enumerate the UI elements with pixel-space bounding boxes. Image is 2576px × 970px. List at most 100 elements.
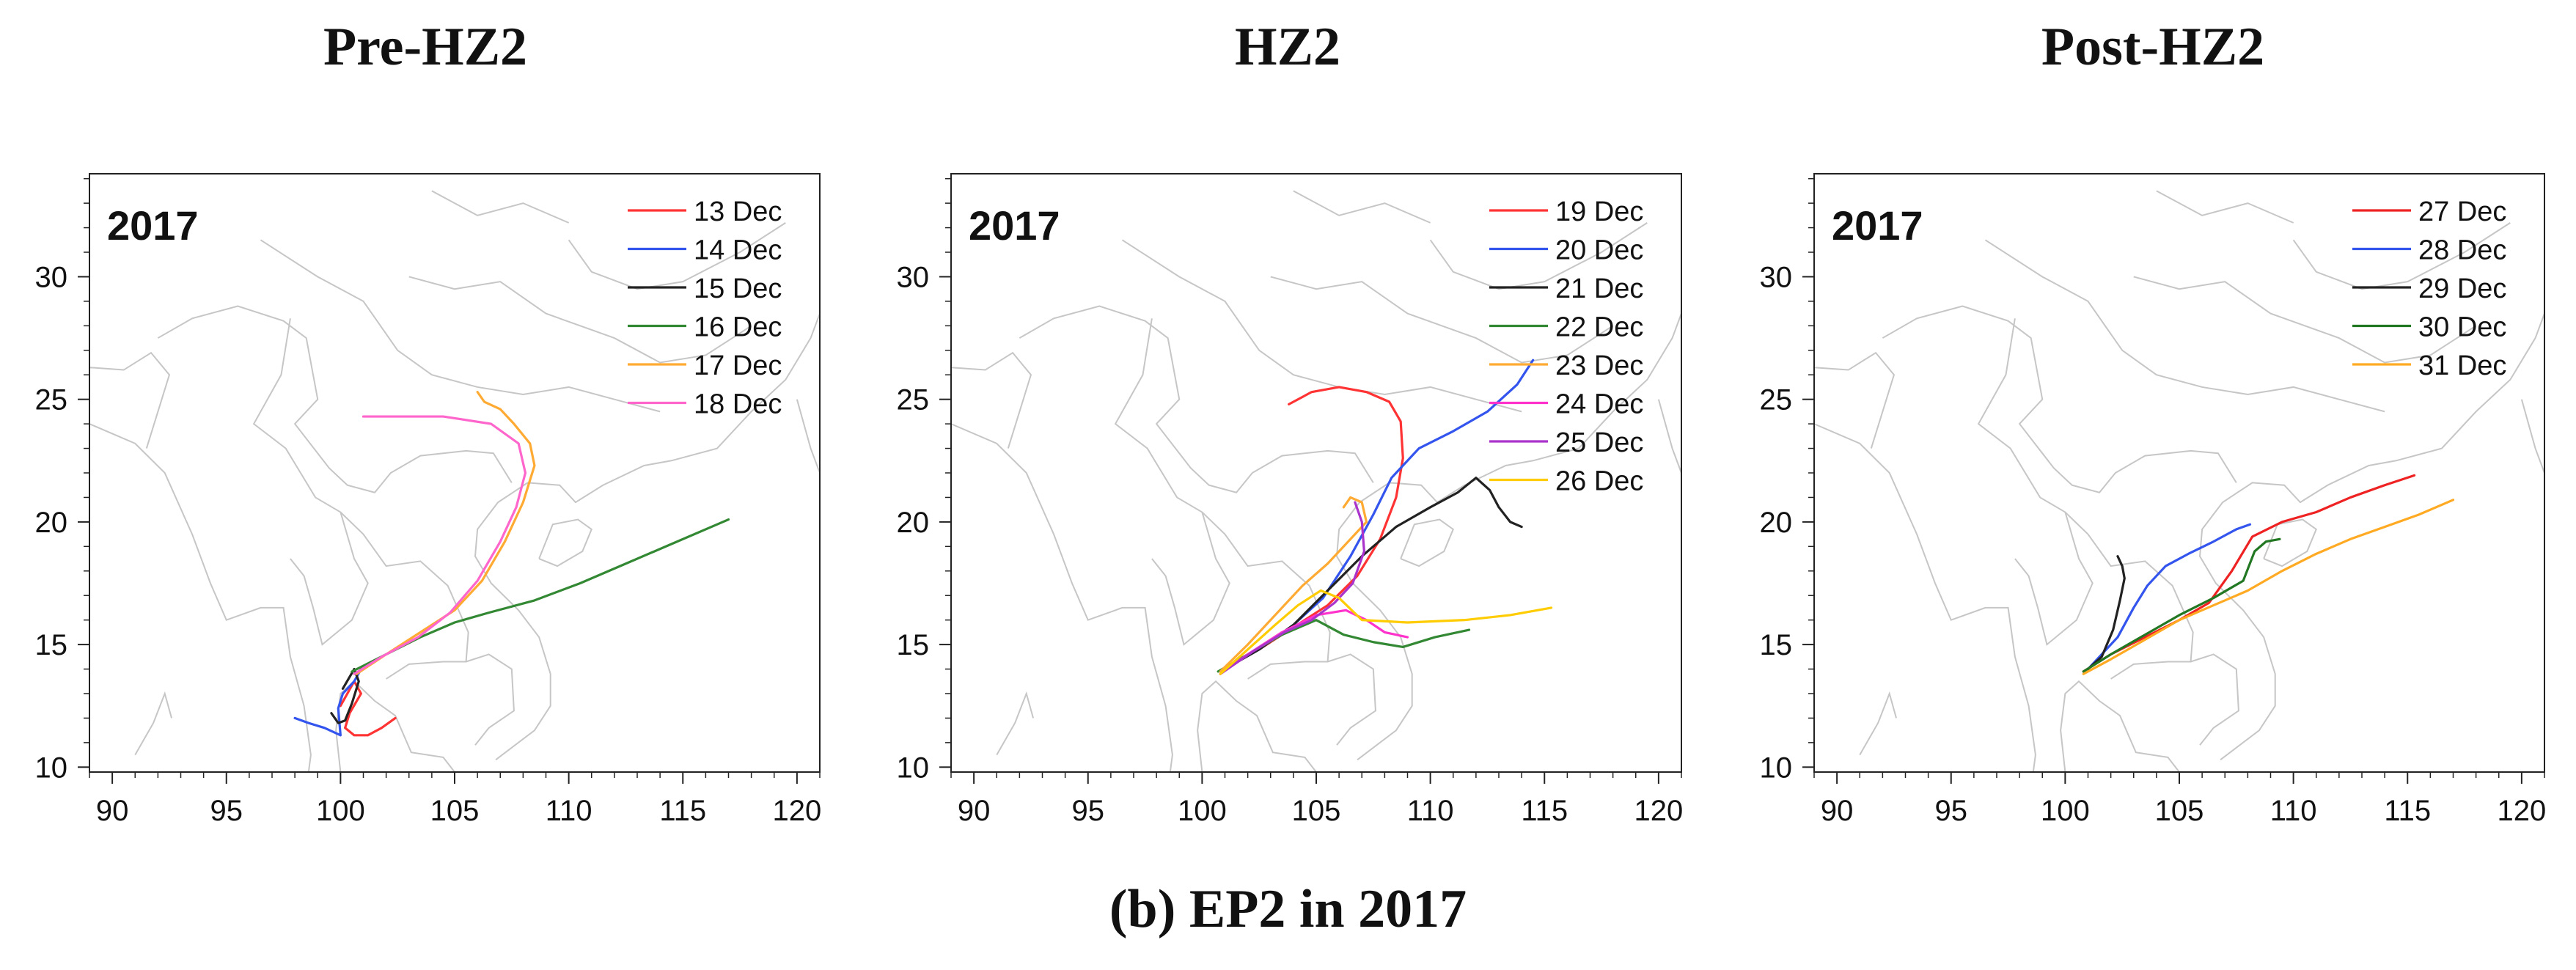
x-tick-label: 120 — [2498, 795, 2547, 827]
y-tick-label: 10 — [35, 752, 68, 784]
basemap-line — [1151, 512, 1230, 646]
trajectory-line — [1219, 496, 1368, 673]
legend-label: 16 Dec — [694, 312, 782, 343]
year-label: 2017 — [969, 202, 1060, 249]
basemap-line — [2133, 276, 2477, 364]
legend-label: 23 Dec — [1555, 350, 1643, 381]
basemap-outline — [1813, 190, 2545, 773]
x-tick-label: 95 — [1072, 795, 1105, 827]
panel-title-pre-hz2: Pre-HZ2 — [323, 17, 528, 77]
x-tick-label: 90 — [96, 795, 129, 827]
trajectory-line — [2082, 474, 2416, 673]
x-tick-label: 115 — [1521, 795, 1568, 827]
basemap-line — [1270, 276, 1614, 364]
chart-panel-hz2: 90 95 100 105 110 115 120 10 15 20 25 30 2017 19 Dec 2… — [862, 165, 1712, 847]
x-tick-label: 90 — [1821, 795, 1854, 827]
legend-label: 24 Dec — [1555, 389, 1643, 420]
legend-label: 25 Dec — [1555, 427, 1643, 458]
x-tick-label: 90 — [958, 795, 991, 827]
basemap-line — [1327, 653, 1376, 746]
x-tick-label: 105 — [2155, 795, 2204, 827]
legend-label: 15 Dec — [694, 273, 782, 304]
y-tick-label: 20 — [897, 507, 930, 539]
basemap-outline — [89, 190, 821, 773]
basemap-line — [1114, 318, 1331, 680]
basemap-line — [950, 423, 1173, 773]
trajectory-line — [1219, 477, 1523, 673]
legend-label: 21 Dec — [1555, 273, 1643, 304]
basemap-line — [2292, 222, 2511, 290]
x-tick-label: 95 — [210, 795, 243, 827]
trajectory-line — [2082, 499, 2455, 675]
basemap-line — [2198, 313, 2545, 761]
basemap-line — [1019, 305, 1374, 493]
basemap-line — [89, 351, 171, 449]
basemap-line — [796, 399, 821, 474]
y-tick-label: 30 — [35, 261, 68, 293]
y-tick-label: 25 — [897, 384, 930, 416]
basemap-line — [538, 518, 592, 567]
legend-label: 20 Dec — [1555, 235, 1643, 266]
trajectory-line — [1217, 619, 1471, 673]
legend-label: 18 Dec — [694, 389, 782, 420]
basemap-line — [2156, 190, 2294, 224]
trajectory-line — [2082, 537, 2281, 673]
basemap-line — [1813, 351, 1896, 449]
basemap-outline — [950, 190, 1682, 773]
y-tick-label: 25 — [35, 384, 68, 416]
basemap-line — [260, 239, 661, 413]
x-tick-label: 120 — [773, 795, 822, 827]
x-tick-label: 115 — [659, 795, 706, 827]
basemap-line — [157, 305, 513, 493]
basemap-line — [1197, 680, 1317, 773]
basemap-line — [466, 653, 515, 746]
basemap-line — [950, 351, 1032, 449]
panel-title-hz2: HZ2 — [1235, 17, 1340, 77]
legend-label: 19 Dec — [1555, 196, 1643, 227]
basemap-line — [408, 276, 752, 364]
x-tick-label: 110 — [2270, 795, 2317, 827]
basemap-line — [568, 222, 786, 290]
x-tick-label: 100 — [2041, 795, 2090, 827]
basemap-line — [474, 313, 821, 761]
basemap-line — [1859, 691, 1898, 756]
basemap-line — [2014, 512, 2094, 646]
basemap-line — [1121, 239, 1522, 413]
basemap-line — [2190, 653, 2239, 746]
x-tick-label: 95 — [1935, 795, 1968, 827]
legend: 27 Dec 28 Dec 29 Dec 30 Dec 31 Dec — [2352, 196, 2506, 381]
legend-label: 30 Dec — [2418, 312, 2506, 343]
x-tick-label: 110 — [546, 795, 592, 827]
legend-label: 31 Dec — [2418, 350, 2506, 381]
basemap-line — [89, 423, 312, 773]
trajectory-line — [1219, 386, 1404, 673]
trajectory-line — [1219, 589, 1553, 675]
trajectory-line — [1219, 501, 1365, 675]
basemap-line — [2520, 399, 2545, 474]
y-tick-label: 20 — [1760, 507, 1793, 539]
basemap-line — [290, 512, 369, 646]
basemap-line — [1657, 399, 1682, 474]
legend: 19 Dec 20 Dec 21 Dec 22 Dec 23 Dec 24 Dec 25 D… — [1489, 196, 1643, 497]
y-tick-label: 10 — [1760, 752, 1793, 784]
x-tick-label: 100 — [1178, 795, 1227, 827]
basemap-line — [431, 190, 570, 224]
chart-panel-pre-hz2: 90 95 100 105 110 115 120 10 15 20 25 30 2017 13 Dec 1… — [0, 165, 851, 847]
legend-label: 22 Dec — [1555, 312, 1643, 343]
trajectory-line — [351, 518, 730, 673]
basemap-line — [2060, 680, 2180, 773]
basemap-line — [252, 318, 469, 680]
y-tick-label: 20 — [35, 507, 68, 539]
basemap-line — [1429, 222, 1648, 290]
y-tick-label: 25 — [1760, 384, 1793, 416]
basemap-line — [1293, 190, 1431, 224]
legend-label: 14 Dec — [694, 235, 782, 266]
basemap-line — [134, 691, 173, 756]
y-tick-label: 30 — [1760, 261, 1793, 293]
trajectory-chart: 90 95 100 105 110 115 120 10 15 20 25 30 2017 19 Dec 2… — [897, 173, 1684, 827]
basemap-line — [1882, 305, 2237, 493]
y-tick-label: 10 — [897, 752, 930, 784]
x-tick-label: 120 — [1634, 795, 1684, 827]
